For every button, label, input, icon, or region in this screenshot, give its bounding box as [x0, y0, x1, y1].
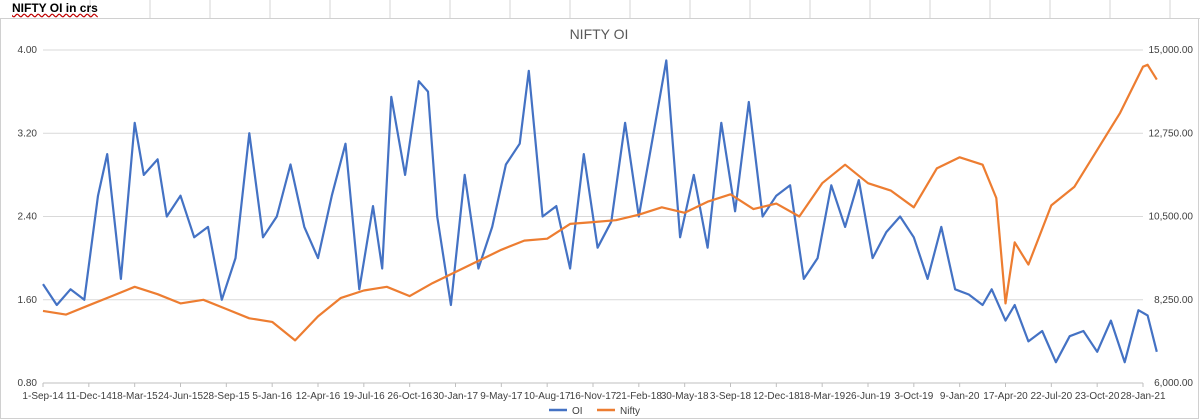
x-tick-label: 12-Dec-18 — [753, 391, 800, 402]
x-tick-label: 26-Oct-16 — [387, 391, 432, 402]
x-tick-label: 21-Feb-18 — [616, 391, 663, 402]
series-line-nifty — [42, 63, 1158, 342]
y-right-tick-label: 10,500.00 — [1149, 212, 1194, 223]
x-tick-label: 30-May-18 — [661, 391, 709, 402]
x-tick-label: 22-Jul-20 — [1030, 391, 1072, 402]
legend-label-oi: OI — [572, 406, 583, 417]
series-lines — [42, 59, 1158, 364]
y-left-tick-label: 2.40 — [18, 212, 38, 223]
y-right-tick-label: 15,000.00 — [1149, 45, 1194, 56]
x-tick-label: 19-Jul-16 — [343, 391, 385, 402]
x-tick-label: 30-Jan-17 — [433, 391, 478, 402]
x-tick-label: 28-Jan-21 — [1120, 391, 1165, 402]
y-left-tick-label: 1.60 — [18, 295, 38, 306]
y-left-tick-label: 3.20 — [18, 128, 38, 139]
x-tick-label: 23-Oct-20 — [1075, 391, 1120, 402]
y-left-tick-label: 4.00 — [18, 45, 38, 56]
x-tick-label: 11-Dec-14 — [66, 391, 112, 402]
column-gridlines — [89, 0, 1171, 18]
x-tick-label: 3-Sep-18 — [710, 391, 752, 402]
series-line-oi — [42, 59, 1158, 364]
x-tick-label: 17-Apr-20 — [983, 391, 1028, 402]
y-right-tick-label: 6,000.00 — [1154, 378, 1193, 389]
legend-label-nifty: Nifty — [620, 406, 640, 417]
x-tick-label: 9-May-17 — [480, 391, 523, 402]
chart-title: NIFTY OI — [570, 26, 629, 42]
x-tick-label: 9-Jan-20 — [940, 391, 980, 402]
sheet-cell-label[interactable]: NIFTY OI in crs — [12, 1, 98, 15]
spreadsheet-header-row: NIFTY OI in crs — [0, 0, 1200, 19]
line-chart: NIFTY OI 0.80 1.60 2.40 3.20 4.00 6,000.00 8,… — [18, 26, 1194, 417]
y-right-tick-label: 12,750.00 — [1149, 128, 1194, 139]
y-left-tick-label: 0.80 — [18, 378, 38, 389]
right-axis-ticks: 6,000.00 8,250.00 10,500.00 12,750.00 15,000… — [1149, 45, 1194, 389]
x-tick-label: 10-Aug-17 — [524, 391, 571, 402]
x-tick-label: 18-Mar-19 — [799, 391, 846, 402]
x-tick-label: 12-Apr-16 — [296, 391, 341, 402]
x-tick-label: 28-Sep-15 — [203, 391, 250, 402]
x-tick-label: 3-Oct-19 — [894, 391, 933, 402]
chart-area[interactable]: NIFTY OI 0.80 1.60 2.40 3.20 4.00 6,000.00 8,… — [0, 18, 1199, 419]
x-tick-label: 1-Sep-14 — [22, 391, 64, 402]
left-axis-ticks: 0.80 1.60 2.40 3.20 4.00 — [18, 45, 38, 389]
x-tick-label: 18-Mar-15 — [112, 391, 159, 402]
x-tick-label: 16-Nov-17 — [570, 391, 617, 402]
x-tick-label: 5-Jan-16 — [252, 391, 292, 402]
x-tick-label: 24-Jun-15 — [158, 391, 203, 402]
y-right-tick-label: 8,250.00 — [1154, 295, 1193, 306]
x-axis-ticks: 1-Sep-14 11-Dec-14 18-Mar-15 24-Jun-15 28-Se… — [22, 383, 1166, 402]
x-tick-label: 26-Jun-19 — [845, 391, 890, 402]
chart-legend: OI Nifty — [549, 406, 640, 417]
